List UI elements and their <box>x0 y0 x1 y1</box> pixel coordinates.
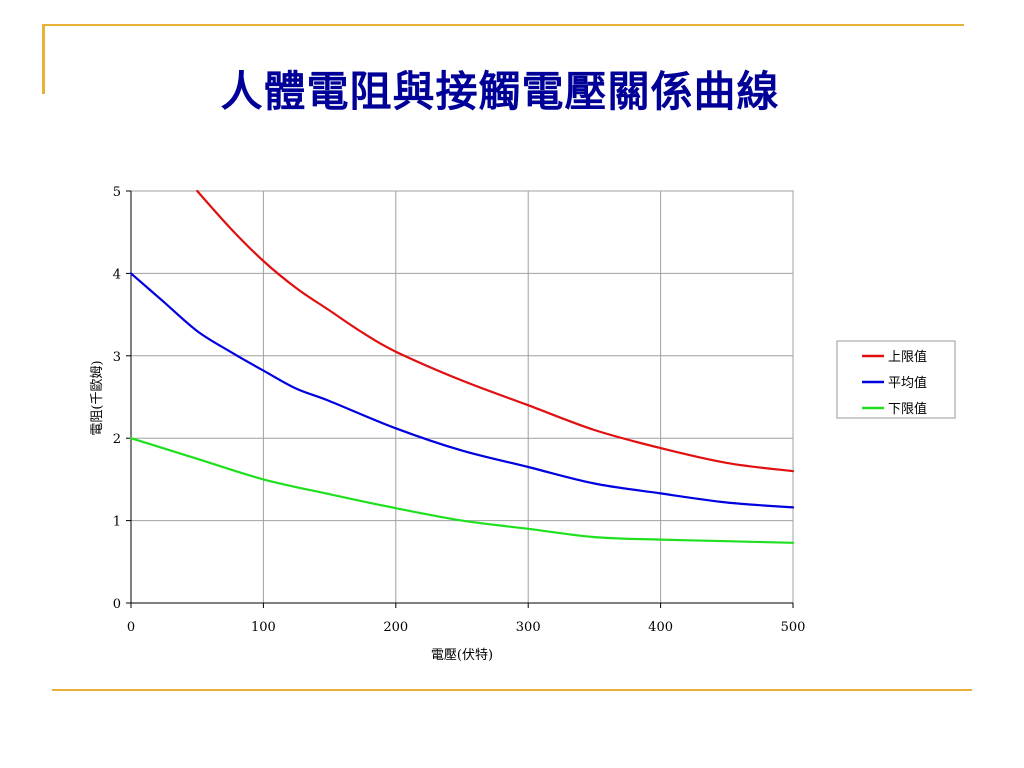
legend-label: 平均值 <box>888 375 927 391</box>
y-axis-title: 電阻(千歐姆) <box>90 360 105 435</box>
y-tick-label: 0 <box>113 597 121 612</box>
legend-box <box>836 340 956 419</box>
slide-title: 人體電阻與接觸電壓關係曲線 <box>220 67 780 116</box>
axes: 0 100 200 300 400 500 0 1 2 3 4 5 <box>113 185 806 635</box>
y-tick-label: 5 <box>113 185 121 200</box>
legend-label: 上限值 <box>888 349 927 365</box>
top-rule <box>44 24 964 26</box>
x-axis-title: 電壓(伏特) <box>431 648 493 663</box>
x-tick-label: 500 <box>781 620 806 635</box>
y-tick-label: 1 <box>113 515 121 530</box>
series-line-1 <box>129 272 795 509</box>
left-rule <box>42 24 45 94</box>
y-tick-label: 3 <box>113 350 121 365</box>
series-line-2 <box>129 437 795 544</box>
series-lines <box>129 189 795 544</box>
y-tick-label: 4 <box>113 267 121 282</box>
y-tick-label: 2 <box>113 432 121 447</box>
x-tick-label: 400 <box>648 620 673 635</box>
bottom-rule <box>52 689 972 691</box>
x-tick-label: 100 <box>251 620 276 635</box>
plot-area <box>130 190 794 604</box>
x-tick-label: 200 <box>383 620 408 635</box>
grid <box>130 190 794 604</box>
x-tick-label: 300 <box>516 620 541 635</box>
series-line-0 <box>196 189 795 473</box>
x-tick-label: 0 <box>127 620 135 635</box>
legend-label: 下限值 <box>888 401 927 417</box>
